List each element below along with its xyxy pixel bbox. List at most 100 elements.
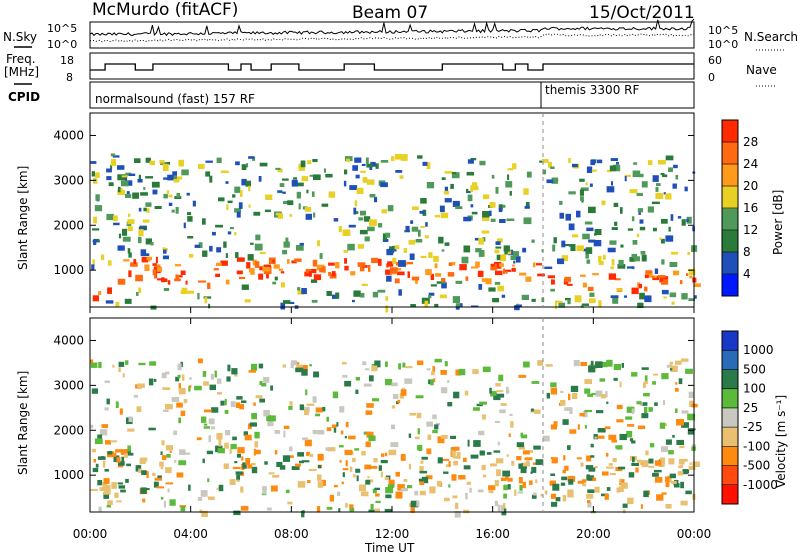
heatmap-cell — [159, 160, 165, 164]
sky-noise-line — [89, 18, 695, 37]
heatmap-cell — [189, 377, 192, 380]
heatmap-cell — [240, 190, 243, 197]
heatmap-cell — [523, 217, 532, 225]
heatmap-cell — [660, 457, 666, 465]
heatmap-cell — [366, 431, 374, 438]
heatmap-cell — [390, 442, 399, 448]
heatmap-cell — [371, 257, 378, 264]
heatmap-cell — [297, 452, 304, 457]
heatmap-cell — [328, 262, 335, 266]
heatmap-cell — [499, 409, 506, 414]
heatmap-cell — [670, 214, 674, 221]
heatmap-cell — [110, 164, 113, 170]
heatmap-cell — [610, 473, 616, 476]
heatmap-cell — [425, 269, 432, 276]
heatmap-cell — [270, 385, 274, 391]
heatmap-cell — [253, 211, 261, 216]
heatmap-cell — [451, 171, 457, 175]
heatmap-cell — [118, 367, 121, 373]
heatmap-cell — [216, 247, 222, 253]
heatmap-cell — [248, 370, 256, 373]
heatmap-cell — [613, 364, 621, 370]
time-axis-label: Time UT — [364, 541, 415, 554]
heatmap-cell — [141, 470, 147, 475]
heatmap-cell — [311, 268, 317, 274]
heatmap-cell — [117, 245, 125, 251]
heatmap-cell — [478, 430, 485, 436]
heatmap-cell — [252, 259, 257, 266]
heatmap-cell — [452, 200, 460, 207]
heatmap-cell — [495, 383, 501, 387]
y-tick-label: 4000 — [53, 333, 84, 347]
heatmap-cell — [461, 256, 469, 264]
heatmap-cell — [409, 412, 416, 416]
colorbar-segment — [722, 208, 738, 231]
colorbar-tick-label: 20 — [743, 179, 758, 193]
heatmap-cell — [230, 401, 236, 408]
heatmap-cell — [280, 282, 285, 288]
heatmap-cell — [681, 410, 689, 414]
heatmap-cell — [525, 276, 532, 282]
heatmap-cell — [585, 465, 594, 470]
heatmap-cell — [335, 292, 340, 299]
heatmap-cell — [262, 486, 267, 491]
heatmap-cell — [453, 391, 460, 399]
heatmap-cell — [585, 247, 593, 254]
heatmap-cell — [550, 166, 555, 169]
heatmap-cell — [426, 448, 432, 455]
heatmap-cell — [616, 419, 624, 423]
heatmap-cell — [415, 239, 423, 243]
heatmap-cell — [183, 399, 188, 404]
heatmap-cell — [205, 160, 213, 163]
heatmap-cell — [227, 364, 231, 372]
heatmap-cell — [316, 506, 321, 513]
heatmap-cell — [655, 186, 659, 192]
heatmap-cell — [90, 424, 94, 429]
heatmap-cell — [118, 361, 125, 367]
heatmap-cell — [117, 174, 126, 181]
heatmap-cell — [249, 267, 255, 273]
heatmap-cell — [177, 275, 183, 278]
power-colorbar-label: Power [dB] — [771, 190, 785, 255]
heatmap-cell — [558, 302, 566, 308]
heatmap-cell — [473, 440, 481, 447]
colorbar-tick-label: 12 — [743, 223, 758, 237]
heatmap-cell — [567, 445, 571, 450]
heatmap-cell — [181, 287, 188, 294]
nave-label: Nave — [746, 63, 777, 77]
heatmap-cell — [482, 237, 486, 242]
cpid-panel: CPID normalsound (fast) 157 RF themis 33… — [8, 81, 695, 109]
heatmap-cell — [466, 481, 471, 485]
heatmap-cell — [208, 303, 211, 309]
heatmap-cell — [506, 386, 509, 394]
heatmap-cell — [236, 270, 243, 275]
heatmap-cell — [654, 477, 663, 483]
heatmap-cell — [405, 262, 414, 265]
heatmap-cell — [582, 233, 590, 240]
heatmap-cell — [220, 400, 225, 406]
heatmap-cell — [380, 460, 388, 464]
heatmap-cell — [394, 245, 400, 250]
heatmap-cell — [486, 452, 492, 455]
heatmap-cell — [111, 482, 117, 489]
heatmap-cell — [290, 362, 294, 369]
heatmap-cell — [514, 305, 520, 311]
heatmap-cell — [236, 211, 241, 218]
heatmap-cell — [98, 291, 102, 295]
heatmap-cell — [118, 461, 125, 466]
heatmap-cell — [102, 460, 106, 468]
heatmap-cell — [294, 258, 302, 262]
heatmap-cell — [638, 283, 642, 289]
heatmap-cell — [494, 500, 498, 507]
heatmap-cell — [441, 458, 450, 461]
heatmap-cell — [220, 170, 229, 173]
colorbar-segment — [722, 331, 738, 351]
heatmap-cell — [647, 160, 653, 166]
heatmap-cell — [411, 226, 419, 232]
heatmap-cell — [467, 439, 470, 447]
heatmap-cell — [175, 274, 179, 281]
heatmap-cell — [223, 241, 227, 248]
heatmap-cell — [263, 377, 270, 383]
heatmap-cell — [344, 265, 349, 271]
heatmap-cell — [671, 301, 675, 305]
